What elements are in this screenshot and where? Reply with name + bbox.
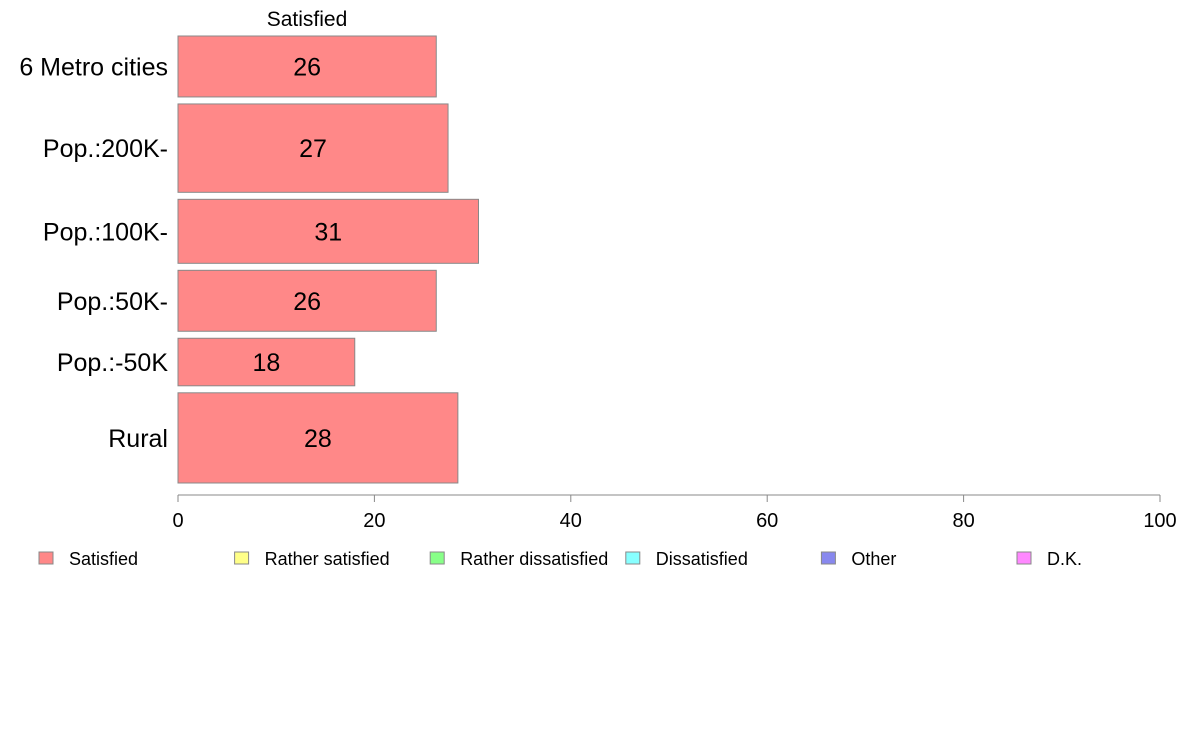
legend-swatch xyxy=(429,551,445,565)
bar-satisfied-3 xyxy=(177,269,437,332)
bar-satisfied-4 xyxy=(177,337,356,387)
x-tick-label: 20 xyxy=(363,510,385,532)
category-label: Pop.:200K- xyxy=(43,135,168,163)
bar-satisfied-2 xyxy=(177,198,479,264)
series-header: Satisfied xyxy=(267,8,348,31)
bar-value-label: 27 xyxy=(299,135,327,163)
legend-label: Other xyxy=(851,549,896,569)
x-tick-label: 80 xyxy=(952,510,974,532)
x-tick-label: 60 xyxy=(756,510,778,532)
legend: Satisfied Rather satisfied Rather dissatis… xyxy=(38,549,1082,569)
x-axis: 0 20 40 60 80 100 xyxy=(172,494,1177,532)
bar-satisfied-0 xyxy=(177,35,437,98)
category-label: Pop.:-50K xyxy=(57,349,169,377)
legend-label: Rather dissatisfied xyxy=(460,549,608,569)
legend-label: Rather satisfied xyxy=(265,549,390,569)
x-tick-label: 40 xyxy=(560,510,582,532)
legend-swatch xyxy=(234,551,250,565)
category-label: 6 Metro cities xyxy=(19,53,168,81)
category-label: Pop.:50K- xyxy=(57,288,168,316)
legend-swatch xyxy=(1016,551,1032,565)
category-labels: 6 Metro cities Pop.:200K- Pop.:100K- Pop.:5… xyxy=(19,53,168,452)
bar-satisfied-5 xyxy=(177,392,459,484)
legend-label: Dissatisfied xyxy=(656,549,748,569)
category-label: Pop.:100K- xyxy=(43,218,168,246)
bar-satisfied-1 xyxy=(177,103,449,193)
bar-value-label: 31 xyxy=(314,218,342,246)
x-tick-label: 0 xyxy=(172,510,183,532)
legend-swatch xyxy=(820,551,836,565)
bar-value-label: 26 xyxy=(293,53,321,81)
legend-swatch xyxy=(625,551,641,565)
bar-value-label: 18 xyxy=(252,349,280,377)
bars-group: 26 27 31 26 18 28 xyxy=(177,35,479,484)
bar-value-label: 28 xyxy=(304,425,332,453)
legend-label: Satisfied xyxy=(69,549,138,569)
category-label: Rural xyxy=(108,425,168,453)
legend-swatch xyxy=(38,551,54,565)
legend-label: D.K. xyxy=(1047,549,1082,569)
x-tick-label: 100 xyxy=(1143,510,1176,532)
bar-value-label: 26 xyxy=(293,288,321,316)
